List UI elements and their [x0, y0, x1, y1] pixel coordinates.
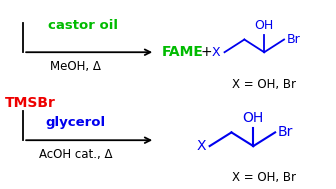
- Text: OH: OH: [243, 111, 264, 125]
- Text: AcOH cat., Δ: AcOH cat., Δ: [39, 148, 113, 161]
- Text: X = OH, Br: X = OH, Br: [232, 171, 296, 184]
- Text: X: X: [212, 46, 220, 59]
- Text: +: +: [201, 45, 212, 59]
- Text: TMSBr: TMSBr: [5, 96, 56, 110]
- Text: Br: Br: [278, 125, 293, 139]
- Text: glycerol: glycerol: [46, 116, 106, 129]
- Text: Br: Br: [287, 33, 301, 46]
- Text: X: X: [196, 139, 206, 153]
- Text: X = OH, Br: X = OH, Br: [232, 78, 296, 91]
- Text: FAME: FAME: [162, 45, 204, 59]
- Text: MeOH, Δ: MeOH, Δ: [50, 60, 101, 73]
- Text: OH: OH: [255, 19, 274, 32]
- Text: castor oil: castor oil: [48, 19, 118, 32]
